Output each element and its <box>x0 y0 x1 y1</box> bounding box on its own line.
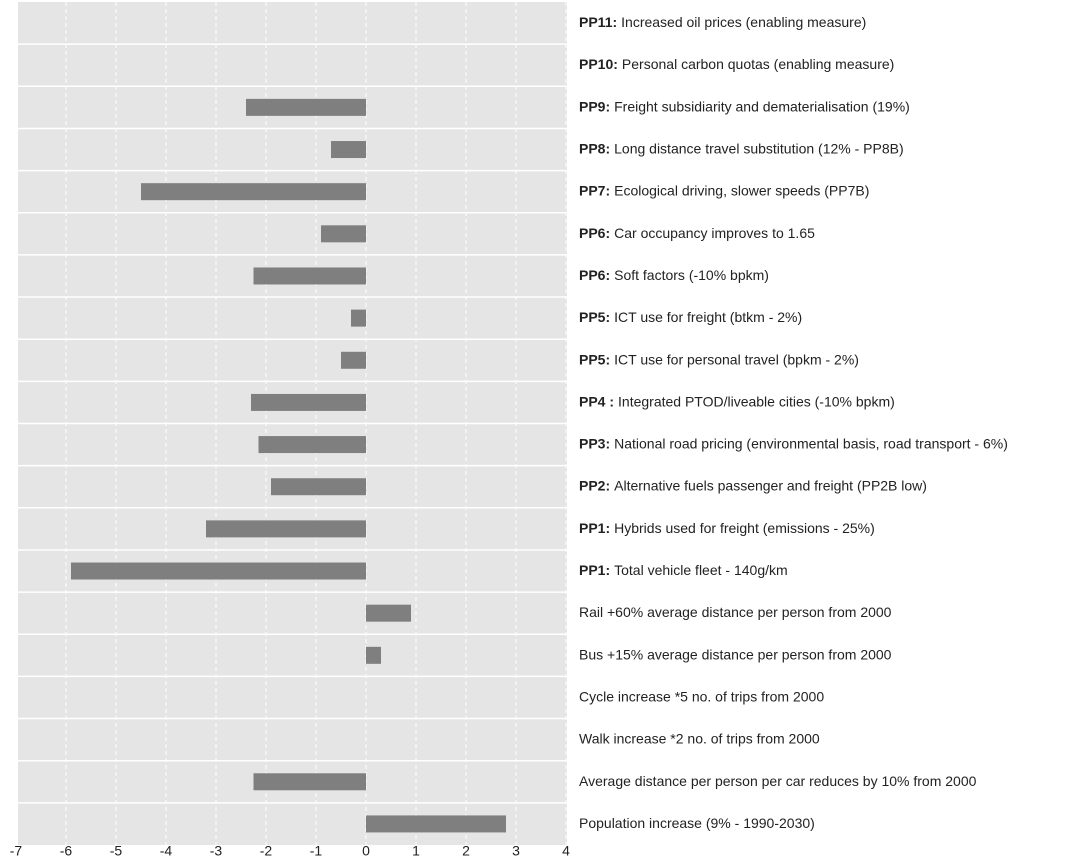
category-code: PP3: <box>579 435 610 451</box>
category-code: PP6: <box>579 225 610 241</box>
category-text: Walk increase *2 no. of trips from 2000 <box>579 730 820 746</box>
category-text: Car occupancy improves to 1.65 <box>614 225 815 241</box>
y-category-label: PP10: Personal carbon quotas (enabling me… <box>579 56 894 72</box>
category-text: Hybrids used for freight (emissions - 25… <box>614 520 875 536</box>
y-category-label: PP8: Long distance travel substitution (1… <box>579 140 904 156</box>
x-tick-label: -2 <box>260 843 273 858</box>
category-text: Rail +60% average distance per person fr… <box>579 604 892 620</box>
category-code: PP9: <box>579 98 610 114</box>
y-category-label: PP6: Car occupancy improves to 1.65 <box>579 225 815 241</box>
y-category-label: PP1: Hybrids used for freight (emissions … <box>579 520 875 536</box>
y-category-label: PP5: ICT use for freight (btkm - 2%) <box>579 309 802 325</box>
category-text: ICT use for freight (btkm - 2%) <box>614 309 802 325</box>
category-text: Freight subsidiarity and dematerialisati… <box>614 98 910 114</box>
y-category-label: Average distance per person per car redu… <box>579 772 977 788</box>
category-code: PP6: <box>579 267 610 283</box>
x-tick-label: 2 <box>462 843 470 858</box>
category-text: Total vehicle fleet - 140g/km <box>614 562 788 578</box>
category-code: PP11: <box>579 14 617 30</box>
category-code: PP5: <box>579 309 610 325</box>
bar <box>366 646 381 664</box>
x-tick-label: -4 <box>160 843 173 858</box>
bar <box>71 562 366 580</box>
x-tick-label: -5 <box>110 843 123 858</box>
bar <box>246 98 366 116</box>
category-code: PP7: <box>579 182 610 198</box>
bar <box>253 773 366 791</box>
bar <box>351 309 366 327</box>
bar <box>366 604 411 622</box>
category-code: PP4 : <box>579 393 614 409</box>
y-category-label: Rail +60% average distance per person fr… <box>579 604 892 620</box>
category-text: Integrated PTOD/liveable cities (-10% bp… <box>618 393 895 409</box>
category-text: Average distance per person per car redu… <box>579 772 977 788</box>
category-code: PP2: <box>579 477 610 493</box>
category-text: Alternative fuels passenger and freight … <box>614 477 927 493</box>
y-category-label: PP5: ICT use for personal travel (bpkm - … <box>579 351 859 367</box>
y-category-label: PP7: Ecological driving, slower speeds (P… <box>579 182 869 198</box>
bar <box>251 393 366 411</box>
category-code: PP1: <box>579 520 610 536</box>
x-tick-label: 1 <box>412 843 420 858</box>
category-text: Soft factors (-10% bpkm) <box>614 267 769 283</box>
category-text: ICT use for personal travel (bpkm - 2%) <box>614 351 859 367</box>
category-text: Cycle increase *5 no. of trips from 2000 <box>579 688 824 704</box>
category-text: Personal carbon quotas (enabling measure… <box>622 56 894 72</box>
bar <box>366 815 506 833</box>
bar <box>141 183 366 201</box>
y-category-label: PP3: National road pricing (environmental… <box>579 435 1008 451</box>
y-category-label: PP2: Alternative fuels passenger and frei… <box>579 477 927 493</box>
y-category-label: Walk increase *2 no. of trips from 2000 <box>579 730 820 746</box>
x-tick-label: -1 <box>310 843 323 858</box>
y-category-label: PP4 : Integrated PTOD/liveable cities (-1… <box>579 393 895 409</box>
bar <box>258 436 366 454</box>
category-text: Long distance travel substitution (12% -… <box>614 140 904 156</box>
category-code: PP5: <box>579 351 610 367</box>
x-tick-label: -3 <box>210 843 223 858</box>
x-tick-label: -7 <box>10 843 23 858</box>
y-category-label: PP1: Total vehicle fleet - 140g/km <box>579 562 788 578</box>
y-category-label: PP11: Increased oil prices (enabling meas… <box>579 14 866 30</box>
category-text: Bus +15% average distance per person fro… <box>579 646 892 662</box>
x-tick-label: 0 <box>362 843 370 858</box>
category-code: PP1: <box>579 562 610 578</box>
y-category-label: PP6: Soft factors (-10% bpkm) <box>579 267 769 283</box>
category-code: PP8: <box>579 140 610 156</box>
x-tick-label: 4 <box>562 843 570 858</box>
x-tick-label: -6 <box>60 843 73 858</box>
y-category-label: Cycle increase *5 no. of trips from 2000 <box>579 688 824 704</box>
y-category-label: Population increase (9% - 1990-2030) <box>579 815 815 831</box>
bar <box>341 351 366 369</box>
x-tick-label: 3 <box>512 843 520 858</box>
category-text: Ecological driving, slower speeds (PP7B) <box>614 182 869 198</box>
category-text: Increased oil prices (enabling measure) <box>621 14 866 30</box>
y-category-label: PP9: Freight subsidiarity and demateriali… <box>579 98 910 114</box>
category-code: PP10: <box>579 56 618 72</box>
category-text: Population increase (9% - 1990-2030) <box>579 815 815 831</box>
bar <box>321 225 366 243</box>
y-category-label: Bus +15% average distance per person fro… <box>579 646 892 662</box>
bar <box>331 141 366 159</box>
category-text: National road pricing (environmental bas… <box>614 435 1008 451</box>
bar <box>253 267 366 285</box>
bar <box>206 520 366 538</box>
bar <box>271 478 366 496</box>
